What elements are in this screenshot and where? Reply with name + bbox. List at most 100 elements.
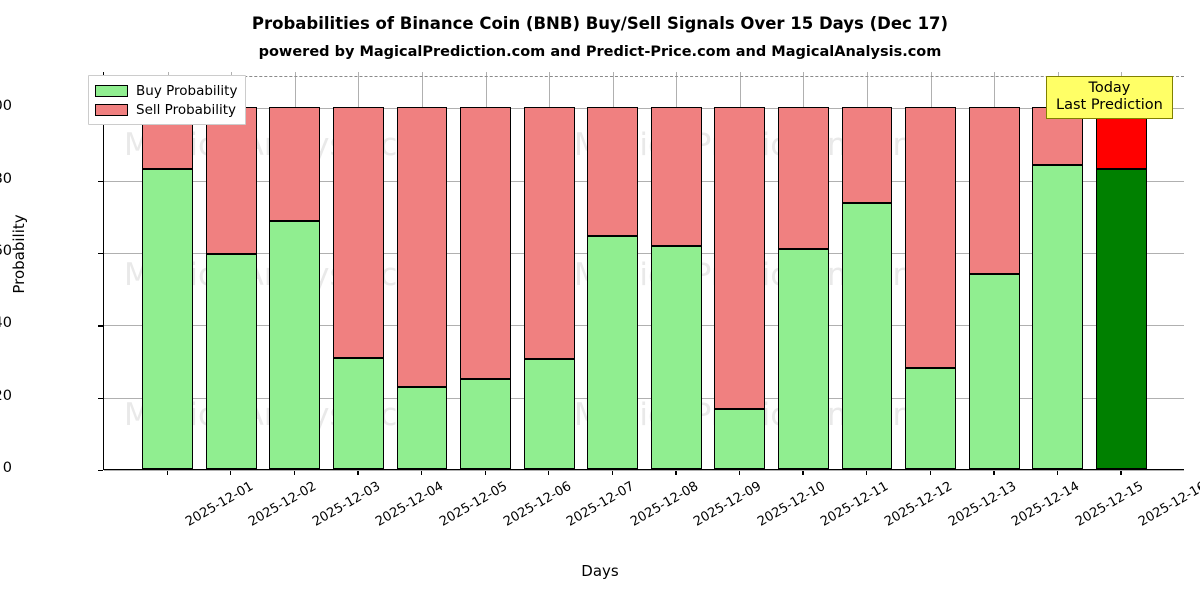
y-tick-mark: [98, 325, 103, 327]
bar-segment-sell[interactable]: [523, 107, 575, 360]
gridline-horizontal: [104, 397, 1184, 399]
bar-group[interactable]: [396, 71, 448, 469]
x-tick-mark: [738, 470, 741, 475]
gridline-horizontal: [104, 108, 1184, 110]
bar-group[interactable]: [332, 71, 384, 469]
bar-segment-buy[interactable]: [905, 368, 957, 469]
bar-segment-sell[interactable]: [587, 107, 639, 237]
bar-segment-sell[interactable]: [714, 107, 766, 410]
bar-segment-buy[interactable]: [841, 203, 893, 469]
x-tick-label: 2025-12-09: [691, 479, 765, 530]
x-axis-label: Days: [581, 562, 619, 580]
x-tick-label: 2025-12-04: [373, 479, 447, 530]
bar-group[interactable]: [1095, 71, 1147, 469]
bar-segment-sell[interactable]: [396, 107, 448, 387]
chart-subtitle: powered by MagicalPrediction.com and Pre…: [258, 44, 942, 60]
x-tick-label: 2025-12-06: [500, 479, 574, 530]
bar-group[interactable]: [142, 71, 193, 469]
x-tick-mark: [675, 470, 677, 475]
y-tick-label: 20: [0, 387, 12, 404]
bar-segment-sell[interactable]: [650, 107, 702, 246]
x-tick-mark: [230, 470, 232, 475]
plot-inner: MagicalAnalysis.comMagicalPrediction.com…: [104, 71, 1184, 471]
today-annotation-line1: Today: [1088, 80, 1131, 96]
legend-item-buy[interactable]: Buy Probability: [95, 81, 237, 100]
today-annotation-line2: Last Prediction: [1056, 97, 1163, 114]
x-tick-label: 2025-12-08: [627, 479, 701, 530]
gridline-horizontal: [104, 252, 1184, 254]
bar-group[interactable]: [714, 71, 766, 469]
bar-segment-buy[interactable]: [142, 168, 193, 469]
bar-segment-sell[interactable]: [968, 107, 1020, 274]
bar-group[interactable]: [205, 71, 257, 469]
y-tick-mark: [98, 397, 103, 399]
reference-dashed-line: [104, 76, 1184, 77]
x-tick-label: 2025-12-03: [309, 479, 383, 530]
bar-segment-sell[interactable]: [205, 107, 257, 255]
x-tick-mark: [357, 470, 359, 475]
bar-segment-buy[interactable]: [968, 273, 1020, 469]
bar-segment-sell[interactable]: [841, 107, 893, 204]
legend-swatch-sell: [95, 103, 128, 116]
bar-segment-buy[interactable]: [332, 357, 384, 469]
x-tick-mark: [929, 470, 931, 475]
y-tick-mark: [98, 252, 103, 255]
bar-segment-buy[interactable]: [650, 245, 702, 469]
gridline-horizontal: [104, 325, 1184, 327]
x-tick-mark: [802, 470, 804, 475]
bar-segment-buy[interactable]: [269, 221, 321, 469]
x-tick-mark: [1056, 470, 1059, 475]
legend-item-sell[interactable]: Sell Probability: [95, 100, 237, 119]
bar-group[interactable]: [778, 71, 829, 469]
x-tick-mark: [293, 470, 296, 475]
x-tick-mark: [166, 470, 168, 475]
bar-segment-sell[interactable]: [460, 107, 511, 379]
y-tick-label: 0: [2, 460, 12, 476]
x-tick-label: 2025-12-05: [437, 479, 510, 530]
bar-segment-buy[interactable]: [523, 359, 575, 469]
y-tick-label: 100: [0, 98, 12, 115]
x-tick-mark: [993, 470, 995, 475]
x-tick-mark: [866, 470, 868, 475]
today-annotation: Today Last Prediction: [1046, 76, 1173, 120]
x-tick-label: 2025-12-16: [1136, 479, 1200, 530]
y-tick-label: 60: [0, 242, 12, 259]
bar-segment-buy[interactable]: [396, 386, 448, 469]
bar-group[interactable]: [460, 71, 511, 469]
x-tick-label: 2025-12-07: [564, 479, 638, 530]
x-tick-label: 2025-12-15: [1072, 479, 1146, 530]
x-tick-mark: [611, 470, 613, 475]
plot-area: MagicalAnalysis.comMagicalPrediction.com…: [103, 71, 1184, 471]
x-tick-label: 2025-12-14: [1009, 479, 1083, 530]
bar-segment-buy[interactable]: [714, 409, 766, 469]
bar-group[interactable]: [587, 71, 639, 469]
y-tick-mark: [98, 180, 103, 182]
bar-group[interactable]: [523, 71, 575, 469]
bar-group[interactable]: [968, 71, 1020, 469]
y-axis-label: Probability: [10, 214, 28, 294]
bar-segment-buy[interactable]: [460, 378, 511, 469]
bar-group[interactable]: [841, 71, 893, 469]
bar-segment-buy[interactable]: [205, 254, 257, 469]
bar-segment-buy[interactable]: [1032, 164, 1084, 469]
y-tick-mark: [98, 470, 103, 472]
legend-label-buy: Buy Probability: [136, 82, 238, 99]
y-tick-label: 40: [0, 315, 12, 332]
bar-group[interactable]: [1032, 71, 1084, 469]
bar-group[interactable]: [650, 71, 702, 469]
x-tick-mark: [420, 470, 423, 475]
bar-group[interactable]: [269, 71, 321, 469]
bar-segment-sell[interactable]: [905, 107, 957, 369]
bar-segment-buy[interactable]: [778, 249, 829, 469]
bar-segment-sell[interactable]: [332, 107, 384, 358]
gridline-horizontal: [104, 470, 1184, 471]
x-tick-label: 2025-12-02: [246, 479, 320, 530]
bar-segment-sell[interactable]: [778, 107, 829, 250]
gridline-horizontal: [104, 180, 1184, 182]
bar-segment-buy[interactable]: [1095, 168, 1147, 469]
bar-segment-buy[interactable]: [587, 236, 639, 469]
x-tick-label: 2025-12-10: [754, 479, 828, 530]
bar-group[interactable]: [905, 71, 957, 469]
bar-segment-sell[interactable]: [269, 107, 321, 222]
